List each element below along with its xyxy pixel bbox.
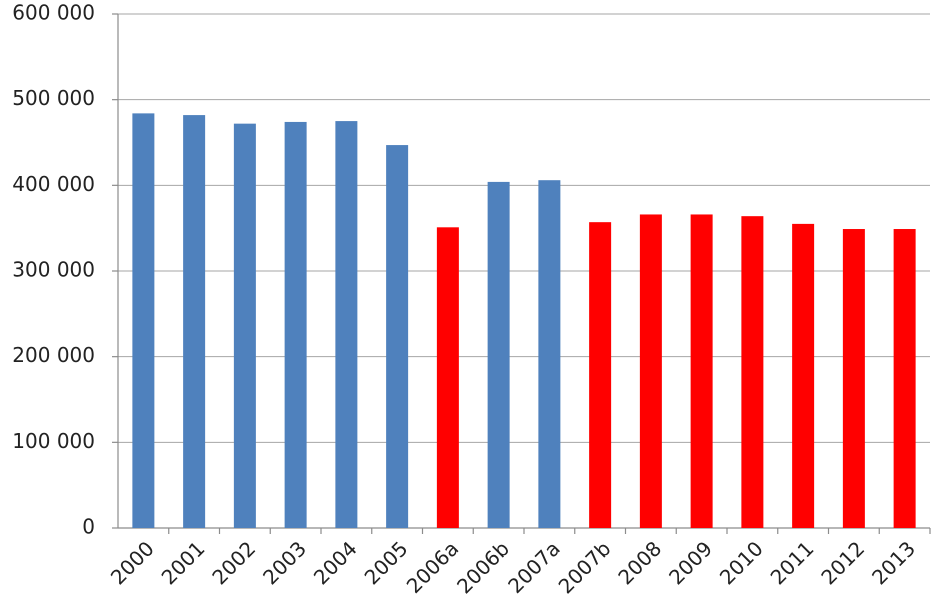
y-tick-label: 0 (82, 515, 95, 539)
bar (183, 115, 206, 528)
bar (792, 223, 815, 528)
x-tick-label: 2000 (106, 536, 159, 589)
y-tick-label: 100 000 (12, 429, 95, 453)
x-tick-label: 2009 (664, 536, 717, 589)
bar (386, 145, 409, 528)
x-tick-label: 2007a (503, 536, 565, 598)
y-tick-label: 200 000 (12, 343, 95, 367)
bar (538, 180, 561, 528)
y-tick-label: 400 000 (12, 172, 95, 196)
x-tick-label: 2007b (554, 536, 616, 598)
y-tick-label: 500 000 (12, 86, 95, 110)
x-tick-label: 2004 (309, 536, 362, 589)
x-tick-label: 2006a (402, 536, 464, 598)
x-tick-label: 2006b (452, 536, 514, 598)
bar (487, 181, 510, 528)
bar (335, 121, 358, 528)
bar (639, 214, 662, 528)
bar (436, 227, 459, 528)
x-tick-label: 2013 (867, 536, 920, 589)
bar (741, 216, 764, 528)
bar (589, 222, 612, 529)
x-tick-label: 2001 (157, 536, 210, 589)
bar (893, 229, 916, 529)
x-tick-label: 2011 (766, 536, 819, 589)
x-tick-label: 2008 (613, 536, 666, 589)
bar (842, 229, 865, 529)
x-tick-label: 2012 (816, 536, 869, 589)
x-tick-label: 2003 (258, 536, 311, 589)
bar (284, 121, 307, 528)
bar (690, 214, 713, 528)
bar (233, 123, 256, 529)
x-tick-label: 2002 (207, 536, 260, 589)
y-tick-label: 600 000 (12, 1, 95, 25)
x-tick-label: 2010 (715, 536, 768, 589)
y-tick-label: 300 000 (12, 258, 95, 282)
bar (132, 113, 155, 528)
